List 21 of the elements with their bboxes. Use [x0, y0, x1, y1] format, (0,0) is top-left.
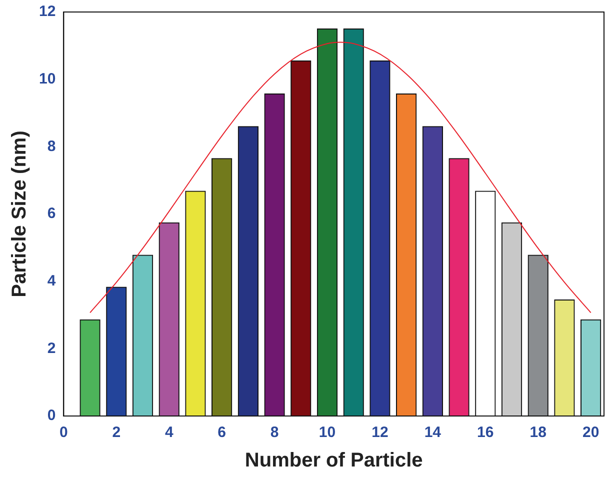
x-tick-label: 14 [424, 424, 442, 442]
x-tick-label: 18 [530, 424, 546, 442]
x-tick-label: 12 [372, 424, 388, 442]
y-tick-label: 2 [47, 340, 56, 357]
y-tick-label: 10 [38, 70, 56, 88]
x-tick-label: 10 [318, 424, 336, 442]
y-axis-title: Particle Size (nm) [8, 130, 31, 298]
x-tick-label: 16 [477, 424, 494, 442]
y-tick-label: 0 [47, 407, 56, 424]
x-axis-title: Number of Particle [244, 450, 423, 472]
line-series [90, 42, 592, 314]
x-tick-label: 6 [218, 424, 226, 442]
y-tick-label: 4 [47, 272, 56, 290]
x-tick-label: 0 [60, 424, 68, 442]
x-tick-label: 20 [582, 424, 600, 442]
x-tick-label: 4 [164, 424, 174, 442]
x-tick-label: 2 [112, 424, 121, 442]
y-tick-label: 12 [38, 3, 56, 20]
x-tick-label: 8 [270, 424, 279, 442]
y-tick-label: 8 [47, 138, 56, 155]
y-tick-label: 6 [47, 205, 56, 222]
